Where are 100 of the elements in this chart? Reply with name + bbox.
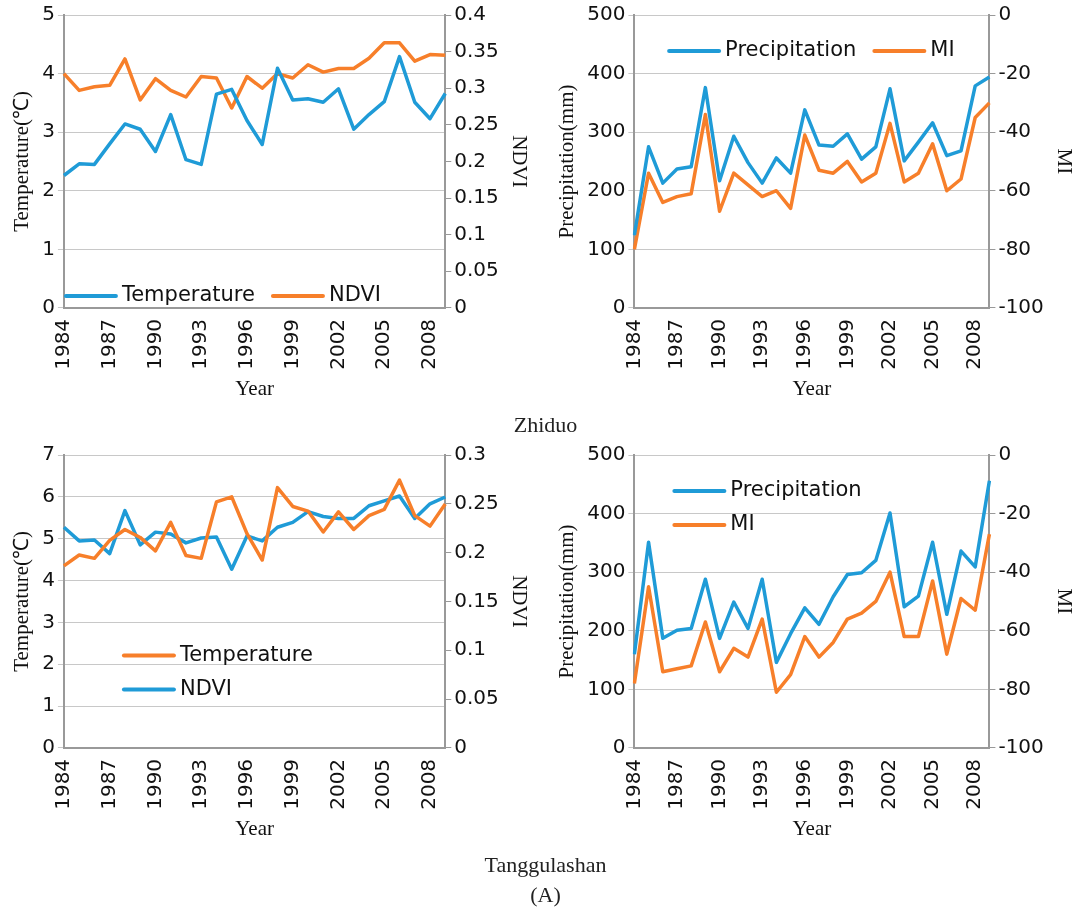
y2-tick-label: 0 — [998, 441, 1012, 466]
y2-tick-label: 0 — [454, 294, 467, 319]
y2-tick-label: 0.3 — [454, 74, 487, 99]
y2-tick-label: 0.25 — [454, 111, 499, 136]
x-tick-label: 1984 — [620, 758, 645, 810]
x-tick-label: 2005 — [370, 758, 395, 810]
x-tick-label: 2002 — [324, 318, 349, 370]
x-tick-label: 2008 — [961, 318, 986, 370]
legend-label: Precipitation — [730, 477, 862, 502]
y2-tick-label: 0.35 — [454, 37, 499, 62]
legend-label: Precipitation — [725, 37, 857, 62]
y2-tick-label: -60 — [998, 616, 1032, 641]
y-tick-label: 7 — [42, 441, 55, 466]
y2-tick-label: 0.15 — [454, 184, 499, 209]
y-tick-label: 200 — [587, 176, 626, 201]
x-tick-label: 1987 — [95, 318, 120, 370]
y-tick-label: 400 — [587, 499, 626, 524]
y-tick-label: 500 — [587, 441, 626, 466]
y2-tick-label: 0.2 — [454, 538, 487, 563]
x-axis-title: Year — [235, 375, 274, 400]
text: Tanggulashan — [483, 851, 608, 879]
x-tick-label: 1987 — [663, 758, 688, 810]
y2-axis-title: MI — [1052, 588, 1077, 615]
y-tick-label: 300 — [587, 558, 626, 583]
y-tick-label: 0 — [42, 734, 55, 759]
y-tick-label: 100 — [587, 235, 626, 260]
y2-tick-label: 0.1 — [454, 220, 487, 245]
x-tick-label: 2008 — [416, 758, 441, 810]
x-tick-label: 1990 — [705, 318, 730, 370]
legend-label: Temperature — [178, 641, 313, 666]
y2-tick-label: 0.05 — [454, 685, 499, 710]
y-tick-label: 6 — [42, 483, 55, 508]
x-tick-label: 2002 — [324, 758, 349, 810]
x-tick-label: 1990 — [141, 758, 166, 810]
x-tick-label: 2008 — [961, 758, 986, 810]
legend-label: MI — [730, 511, 755, 536]
y-tick-label: 0 — [42, 294, 55, 319]
x-tick-label: 1987 — [95, 758, 120, 810]
x-tick-label: 2005 — [918, 758, 943, 810]
y2-axis-title: MI — [1052, 148, 1077, 175]
x-tick-label: 1993 — [187, 758, 212, 810]
y2-tick-label: 0.05 — [454, 257, 499, 282]
y2-tick-label: -60 — [998, 176, 1032, 201]
x-tick-label: 1999 — [278, 318, 303, 370]
y-tick-label: 100 — [587, 675, 626, 700]
x-tick-label: 1993 — [748, 758, 773, 810]
y-tick-label: 3 — [42, 608, 55, 633]
legend-label: NDVI — [179, 675, 232, 700]
y2-tick-label: 0.3 — [454, 441, 487, 466]
x-tick-label: 1990 — [141, 318, 166, 370]
x-tick-label: 1996 — [233, 318, 258, 370]
x-tick-label: 1999 — [278, 758, 303, 810]
y-axis-title: Temperature(℃) — [9, 531, 34, 672]
y2-tick-label: -40 — [998, 118, 1032, 143]
y-tick-label: 4 — [42, 59, 55, 84]
x-tick-label: 1984 — [620, 318, 645, 370]
y2-tick-label: -20 — [998, 59, 1032, 84]
text: (A) — [529, 881, 562, 909]
x-tick-label: 1999 — [833, 318, 858, 370]
legend-label: Temperature — [120, 282, 255, 307]
x-tick-label: 1999 — [833, 758, 858, 810]
y2-tick-label: -80 — [998, 235, 1032, 260]
y-tick-label: 300 — [587, 118, 626, 143]
y-tick-label: 400 — [587, 59, 626, 84]
text: Zhiduo — [512, 411, 579, 439]
y-tick-label: 500 — [587, 1, 626, 26]
x-tick-label: 1987 — [663, 318, 688, 370]
x-tick-label: 2002 — [876, 318, 901, 370]
y-tick-label: 1 — [42, 692, 55, 717]
x-tick-label: 2005 — [918, 318, 943, 370]
x-tick-label: 1996 — [233, 758, 258, 810]
x-tick-label: 1984 — [50, 758, 75, 810]
y-axis-title: Precipitation(mm) — [554, 524, 579, 679]
y2-tick-label: 0.2 — [454, 147, 487, 172]
y2-axis-title: NDVI — [507, 135, 532, 188]
y2-tick-label: 0.25 — [454, 490, 499, 515]
y-tick-label: 3 — [42, 118, 55, 143]
y2-tick-label: 0 — [998, 1, 1012, 26]
y2-tick-label: -100 — [998, 734, 1044, 759]
x-tick-label: 1984 — [50, 318, 75, 370]
y2-tick-label: -40 — [998, 558, 1032, 583]
y2-tick-label: 0.15 — [454, 587, 499, 612]
legend-label: MI — [930, 37, 955, 62]
x-tick-label: 2005 — [370, 318, 395, 370]
x-tick-label: 1996 — [790, 758, 815, 810]
y-tick-label: 0 — [612, 734, 626, 759]
x-tick-label: 1996 — [790, 318, 815, 370]
y-tick-label: 1 — [42, 235, 55, 260]
y2-tick-label: -100 — [998, 294, 1044, 319]
x-tick-label: 2002 — [876, 758, 901, 810]
x-axis-title: Year — [792, 375, 832, 400]
y-tick-label: 2 — [42, 650, 55, 675]
y2-tick-label: 0.4 — [454, 1, 487, 26]
legend-label: NDVI — [328, 282, 382, 307]
y-tick-label: 4 — [42, 566, 55, 591]
x-tick-label: 1993 — [748, 318, 773, 370]
x-axis-title: Year — [792, 815, 832, 840]
y2-tick-label: -80 — [998, 675, 1032, 700]
y-tick-label: 2 — [42, 176, 55, 201]
y-tick-label: 200 — [587, 616, 626, 641]
